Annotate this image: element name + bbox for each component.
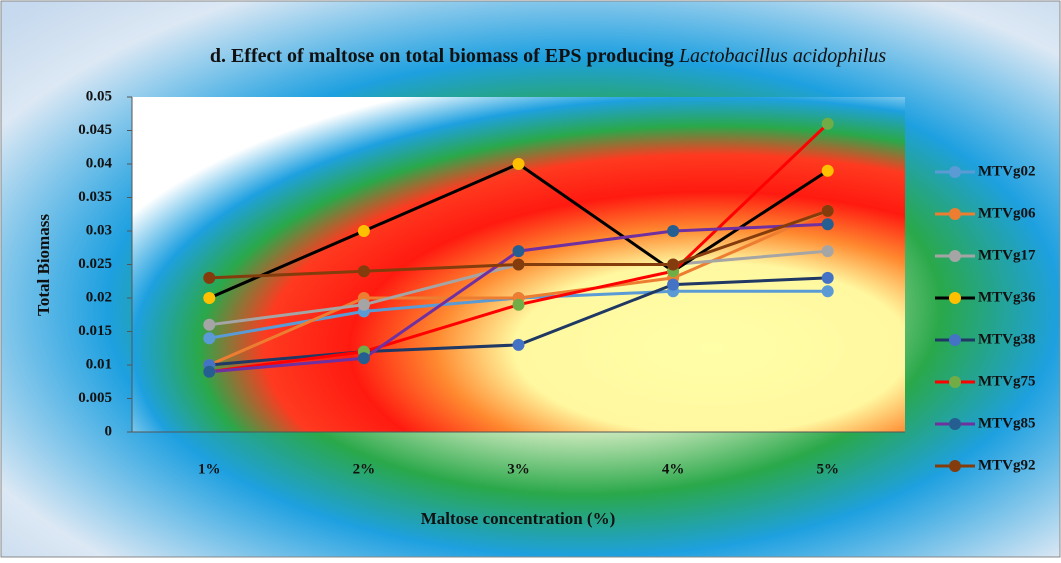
data-point [822,245,834,257]
x-tick-label: 4% [662,461,685,477]
legend-marker [949,292,961,304]
legend-marker [949,418,961,430]
x-tick-label: 5% [816,461,839,477]
legend-label: MTVg38 [978,331,1036,347]
y-tick-label: 0.035 [78,189,112,205]
data-point [203,332,215,344]
y-tick-label: 0.015 [78,323,112,339]
legend-marker [949,250,961,262]
data-point [203,292,215,304]
data-point [822,118,834,130]
y-tick-label: 0.05 [86,88,112,104]
legend-marker [949,208,961,220]
y-tick-label: 0.02 [86,289,112,305]
chart: d. Effect of maltose on total biomass of… [0,0,1061,558]
legend-label: MTVg36 [978,289,1036,305]
x-axis-title: Maltose concentration (%) [421,509,616,528]
data-point [203,319,215,331]
data-point [513,245,525,257]
y-tick-label: 0.04 [86,155,113,171]
data-point [667,225,679,237]
chart-title: d. Effect of maltose on total biomass of… [210,45,887,67]
y-axis-title: Total Biomass [34,214,53,316]
y-tick-label: 0.01 [86,356,112,372]
legend-marker [949,460,961,472]
data-point [822,205,834,217]
title-species: Lactobacillus acidophilus [678,45,886,67]
data-point [513,158,525,170]
legend-label: MTVg06 [978,205,1036,221]
data-point [667,259,679,271]
data-point [667,279,679,291]
data-point [513,339,525,351]
y-tick-label: 0 [105,423,113,439]
legend-marker [949,166,961,178]
data-point [203,272,215,284]
legend-label: MTVg17 [978,247,1036,263]
data-point [358,352,370,364]
data-point [822,285,834,297]
data-point [513,299,525,311]
title-text: d. Effect of maltose on total biomass of… [210,45,674,67]
legend-label: MTVg92 [978,457,1036,473]
data-point [513,259,525,271]
x-tick-label: 1% [198,461,221,477]
data-point [203,366,215,378]
data-point [358,299,370,311]
legend-label: MTVg02 [978,163,1036,179]
legend-marker [949,334,961,346]
data-point [822,272,834,284]
x-tick-label: 3% [507,461,530,477]
legend-marker [949,376,961,388]
data-point [358,265,370,277]
y-tick-label: 0.025 [78,256,112,272]
y-tick-label: 0.045 [78,122,112,138]
y-tick-label: 0.005 [78,390,112,406]
x-tick-label: 2% [353,461,376,477]
data-point [822,165,834,177]
y-tick-label: 0.03 [86,222,112,238]
legend-label: MTVg75 [978,373,1036,389]
page: {"chart_data": {"type": "line", "title":… [0,0,1061,558]
legend-label: MTVg85 [978,415,1036,431]
data-point [822,218,834,230]
data-point [358,225,370,237]
